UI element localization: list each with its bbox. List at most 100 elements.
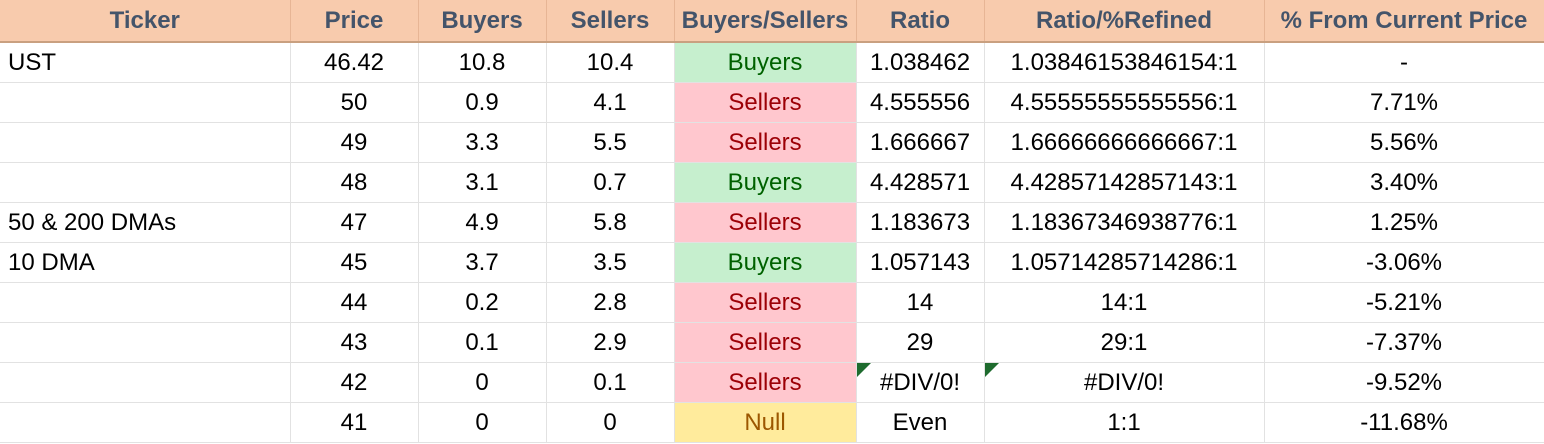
cell-ratio[interactable]: 4.428571 (856, 162, 985, 203)
cell-buyers[interactable]: 3.7 (418, 242, 547, 283)
cell-ratio[interactable]: 29 (856, 322, 985, 363)
cell-ratio-refined-value: #DIV/0! (1083, 368, 1165, 396)
cell-ratio-refined-value: 1.05714285714286:1 (1010, 248, 1238, 276)
cell-price[interactable]: 42 (290, 362, 419, 403)
cell-sellers[interactable]: 2.9 (546, 322, 675, 363)
cell-price[interactable]: 45 (290, 242, 419, 283)
header-buyers[interactable]: Buyers (418, 0, 547, 43)
cell-price[interactable]: 44 (290, 282, 419, 323)
cell-sellers[interactable]: 0 (546, 402, 675, 443)
cell-ticker[interactable] (0, 322, 291, 363)
cell-ratio-refined[interactable]: 4.55555555555556:1 (984, 82, 1265, 123)
header-ticker[interactable]: Ticker (0, 0, 291, 43)
header-ratio-refined[interactable]: Ratio/%Refined (984, 0, 1265, 43)
error-indicator-icon[interactable] (856, 363, 871, 377)
cell-price[interactable]: 43 (290, 322, 419, 363)
cell-ratio[interactable]: 4.555556 (856, 82, 985, 123)
cell-ticker[interactable] (0, 122, 291, 163)
cell-price-value: 41 (340, 408, 368, 436)
cell-buyers-sellers[interactable]: Sellers (674, 322, 857, 363)
cell-pct-from-current[interactable]: -5.21% (1264, 282, 1544, 323)
cell-buyers[interactable]: 3.1 (418, 162, 547, 203)
cell-ratio-value: 1.666667 (869, 128, 971, 156)
cell-sellers[interactable]: 5.5 (546, 122, 675, 163)
cell-buyers[interactable]: 0 (418, 362, 547, 403)
cell-sellers[interactable]: 2.8 (546, 282, 675, 323)
cell-price[interactable]: 46.42 (290, 42, 419, 83)
cell-ratio-refined[interactable]: 29:1 (984, 322, 1265, 363)
cell-ticker[interactable] (0, 362, 291, 403)
cell-ticker[interactable] (0, 162, 291, 203)
header-ratio[interactable]: Ratio (856, 0, 985, 43)
cell-buyers[interactable]: 0.9 (418, 82, 547, 123)
cell-sellers[interactable]: 10.4 (546, 42, 675, 83)
cell-ratio[interactable]: Even (856, 402, 985, 443)
cell-buyers[interactable]: 0.2 (418, 282, 547, 323)
cell-buyers-sellers[interactable]: Sellers (674, 282, 857, 323)
cell-pct-from-current[interactable]: -9.52% (1264, 362, 1544, 403)
cell-sellers[interactable]: 0.1 (546, 362, 675, 403)
cell-ratio[interactable]: 1.057143 (856, 242, 985, 283)
cell-ticker[interactable] (0, 282, 291, 323)
cell-buyers-sellers-value: Null (744, 408, 786, 436)
cell-ratio-refined[interactable]: 1:1 (984, 402, 1265, 443)
header-pct-from-current[interactable]: % From Current Price (1264, 0, 1544, 43)
cell-sellers[interactable]: 4.1 (546, 82, 675, 123)
cell-buyers-sellers[interactable]: Buyers (674, 42, 857, 83)
cell-pct-from-current[interactable]: -11.68% (1264, 402, 1544, 443)
cell-price[interactable]: 49 (290, 122, 419, 163)
cell-buyers[interactable]: 3.3 (418, 122, 547, 163)
cell-sellers[interactable]: 3.5 (546, 242, 675, 283)
cell-ticker[interactable]: 10 DMA (0, 242, 291, 283)
cell-ticker[interactable]: 50 & 200 DMAs (0, 202, 291, 243)
cell-price[interactable]: 41 (290, 402, 419, 443)
cell-ticker[interactable]: UST (0, 42, 291, 83)
cell-pct-from-current[interactable]: 7.71% (1264, 82, 1544, 123)
cell-ratio[interactable]: 14 (856, 282, 985, 323)
error-indicator-icon[interactable] (984, 363, 999, 377)
cell-price[interactable]: 48 (290, 162, 419, 203)
cell-ratio-refined[interactable]: 1.03846153846154:1 (984, 42, 1265, 83)
cell-pct-from-current[interactable]: -7.37% (1264, 322, 1544, 363)
cell-ratio[interactable]: 1.666667 (856, 122, 985, 163)
cell-ratio-refined[interactable]: 4.42857142857143:1 (984, 162, 1265, 203)
cell-buyers-sellers[interactable]: Sellers (674, 82, 857, 123)
cell-buyers-sellers[interactable]: Sellers (674, 122, 857, 163)
cell-pct-from-current[interactable]: 1.25% (1264, 202, 1544, 243)
cell-ratio-refined[interactable]: #DIV/0! (984, 362, 1265, 403)
cell-sellers-value: 2.8 (593, 288, 627, 316)
cell-price[interactable]: 47 (290, 202, 419, 243)
cell-ticker[interactable] (0, 82, 291, 123)
cell-ratio-refined-value: 4.55555555555556:1 (1010, 88, 1238, 116)
cell-price[interactable]: 50 (290, 82, 419, 123)
cell-buyers[interactable]: 4.9 (418, 202, 547, 243)
cell-ratio-value: 4.428571 (869, 168, 971, 196)
cell-sellers[interactable]: 0.7 (546, 162, 675, 203)
cell-ratio-refined[interactable]: 1.66666666666667:1 (984, 122, 1265, 163)
cell-buyers-sellers[interactable]: Sellers (674, 202, 857, 243)
cell-pct-from-current[interactable]: 5.56% (1264, 122, 1544, 163)
cell-pct-from-current[interactable]: - (1264, 42, 1544, 83)
cell-ratio-refined[interactable]: 14:1 (984, 282, 1265, 323)
header-row: Ticker Price Buyers Sellers Buyers/Selle… (0, 0, 1544, 43)
cell-ratio-refined[interactable]: 1.05714285714286:1 (984, 242, 1265, 283)
cell-ratio[interactable]: #DIV/0! (856, 362, 985, 403)
cell-buyers[interactable]: 0.1 (418, 322, 547, 363)
table-row: 50 0.9 4.1 Sellers 4.555556 4.55555555555556:… (0, 82, 1544, 123)
cell-ticker[interactable] (0, 402, 291, 443)
cell-buyers-sellers[interactable]: Buyers (674, 242, 857, 283)
header-buyers-sellers[interactable]: Buyers/Sellers (674, 0, 857, 43)
cell-pct-from-current[interactable]: 3.40% (1264, 162, 1544, 203)
header-price[interactable]: Price (290, 0, 419, 43)
cell-buyers-sellers[interactable]: Null (674, 402, 857, 443)
header-sellers[interactable]: Sellers (546, 0, 675, 43)
cell-buyers-sellers[interactable]: Buyers (674, 162, 857, 203)
cell-buyers[interactable]: 10.8 (418, 42, 547, 83)
cell-sellers[interactable]: 5.8 (546, 202, 675, 243)
cell-ratio-refined[interactable]: 1.18367346938776:1 (984, 202, 1265, 243)
cell-ratio[interactable]: 1.038462 (856, 42, 985, 83)
cell-buyers[interactable]: 0 (418, 402, 547, 443)
cell-pct-from-current[interactable]: -3.06% (1264, 242, 1544, 283)
cell-buyers-sellers[interactable]: Sellers (674, 362, 857, 403)
cell-ratio[interactable]: 1.183673 (856, 202, 985, 243)
